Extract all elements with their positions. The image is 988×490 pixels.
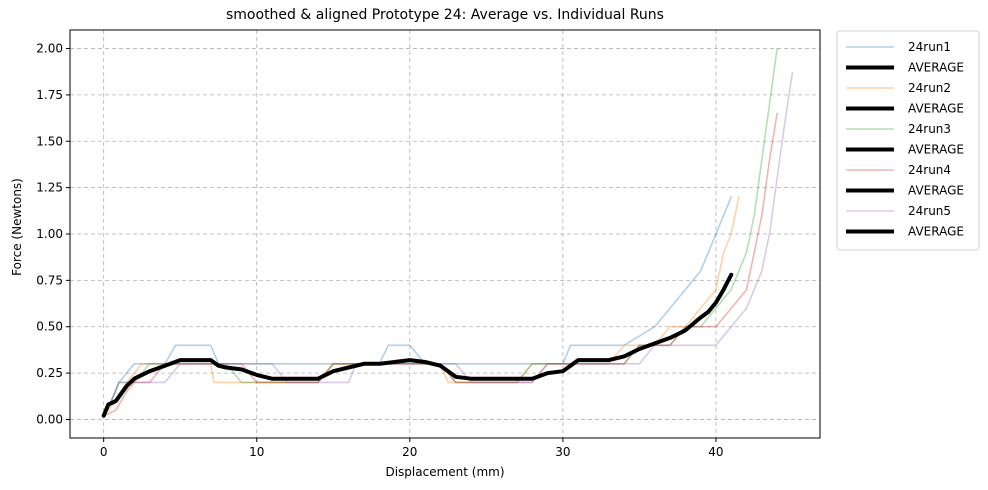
- y-tick-label: 0.50: [36, 320, 63, 334]
- x-tick-label: 20: [402, 445, 417, 459]
- y-tick-label: 2.00: [36, 42, 63, 56]
- legend: 24run1 AVERAGE 24run2 AVERAGE 24run3 AVERAGE 2…: [836, 30, 980, 251]
- x-axis-label: Displacement (mm): [385, 465, 504, 479]
- y-tick-label: 1.00: [36, 227, 63, 241]
- legend-box: [836, 30, 980, 251]
- run-series-line-24run5: [102, 71, 794, 417]
- x-tick-label: 0: [100, 445, 108, 459]
- legend-entry-label: AVERAGE: [908, 102, 964, 116]
- x-tick-label: 10: [249, 445, 264, 459]
- series-lines: [101, 47, 794, 418]
- x-tick-label: 40: [708, 445, 723, 459]
- y-axis-label: Force (Newtons): [10, 178, 24, 276]
- x-tick-label: 30: [555, 445, 570, 459]
- legend-entry-label: AVERAGE: [908, 143, 964, 157]
- grid: [70, 30, 820, 438]
- legend-entry-label: AVERAGE: [908, 225, 964, 239]
- legend-entry-label: 24run1: [908, 40, 951, 54]
- run-series-line-24run4: [102, 112, 778, 417]
- y-tick-label: 1.75: [36, 88, 63, 102]
- y-tick-label: 0.75: [36, 273, 63, 287]
- average-series-line: [101, 272, 734, 418]
- y-tick-label: 1.50: [36, 134, 63, 148]
- y-tick-label: 1.25: [36, 181, 63, 195]
- axis-ticks: 0 10 20 30 40 0.00 0.25 0.50 0.75 1.00 1.25 1.50 1.7…: [36, 42, 723, 459]
- run-series-line-24run2: [102, 196, 740, 417]
- run-series-line-24run1: [102, 196, 733, 417]
- legend-entry-label: AVERAGE: [908, 61, 964, 75]
- y-tick-label: 0.00: [36, 412, 63, 426]
- legend-entry-label: AVERAGE: [908, 184, 964, 198]
- legend-entry-label: 24run2: [908, 81, 951, 95]
- legend-entry-label: 24run5: [908, 204, 951, 218]
- legend-entry-label: 24run4: [908, 163, 951, 177]
- legend-entry-label: 24run3: [908, 122, 951, 136]
- y-tick-label: 0.25: [36, 366, 63, 380]
- chart-title: smoothed & aligned Prototype 24: Average…: [226, 7, 664, 23]
